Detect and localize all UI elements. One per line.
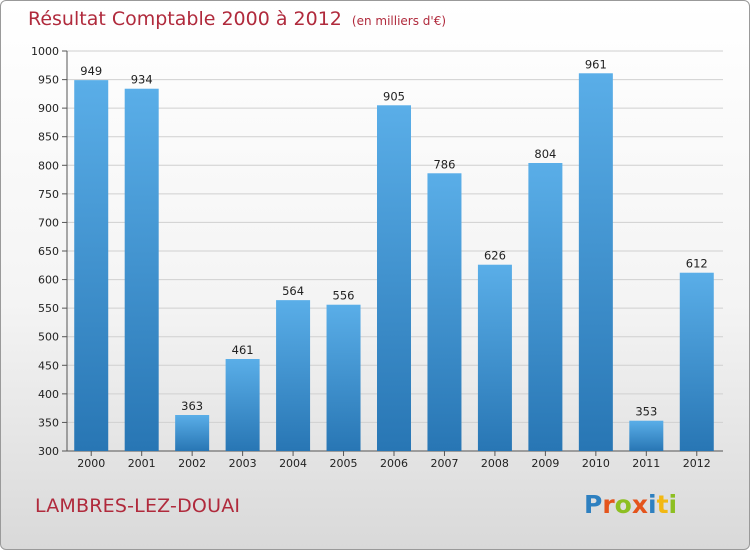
x-tick-label: 2011 xyxy=(632,457,660,470)
y-tick-label: 700 xyxy=(38,216,59,229)
logo-letter: r xyxy=(602,490,615,519)
x-tick-label: 2003 xyxy=(229,457,257,470)
bar-value-label: 461 xyxy=(232,343,254,357)
bar xyxy=(175,415,210,451)
bar-value-label: 786 xyxy=(433,157,455,171)
title-unit: (en milliers d'€) xyxy=(351,14,447,28)
bar xyxy=(578,73,613,452)
bar-value-label: 905 xyxy=(383,89,405,103)
y-tick-label: 650 xyxy=(38,245,59,258)
logo-letter: o xyxy=(614,490,632,519)
x-tick-label: 2004 xyxy=(279,457,307,470)
y-tick-label: 900 xyxy=(38,102,59,115)
city-name: LAMBRES-LEZ-DOUAI xyxy=(35,495,241,517)
bar xyxy=(629,420,664,451)
bar xyxy=(528,163,563,451)
x-tick-label: 2000 xyxy=(77,457,105,470)
title-text: Résultat Comptable 2000 à 2012 xyxy=(28,8,342,30)
y-tick-label: 1000 xyxy=(31,45,59,58)
bar xyxy=(477,264,512,451)
bar xyxy=(427,173,462,452)
logo-letter: P xyxy=(584,490,603,519)
x-tick-label: 2002 xyxy=(178,457,206,470)
x-tick-label: 2001 xyxy=(128,457,156,470)
bar-value-label: 556 xyxy=(333,289,355,303)
x-tick-label: 2012 xyxy=(683,457,711,470)
y-tick-label: 850 xyxy=(38,131,59,144)
y-tick-label: 550 xyxy=(38,302,59,315)
proxiti-logo: Proxiti xyxy=(584,490,677,519)
bar-value-label: 934 xyxy=(131,73,153,87)
bar-value-label: 353 xyxy=(635,405,657,419)
x-tick-label: 2005 xyxy=(330,457,358,470)
bar-value-label: 363 xyxy=(181,399,203,413)
bar-value-label: 564 xyxy=(282,284,304,298)
y-tick-label: 350 xyxy=(38,416,59,429)
x-tick-label: 2009 xyxy=(531,457,559,470)
y-tick-label: 800 xyxy=(38,159,59,172)
bar-value-label: 612 xyxy=(686,257,708,271)
y-tick-label: 400 xyxy=(38,388,59,401)
bar xyxy=(679,272,714,451)
bar-value-label: 949 xyxy=(80,64,102,78)
bar-value-label: 804 xyxy=(534,147,556,161)
y-tick-label: 950 xyxy=(38,74,59,87)
bar xyxy=(225,359,260,451)
y-tick-label: 750 xyxy=(38,188,59,201)
logo-letter: i xyxy=(648,490,657,519)
logo-letter: t xyxy=(656,490,669,519)
bar-value-label: 961 xyxy=(585,57,607,71)
x-tick-label: 2010 xyxy=(582,457,610,470)
bar xyxy=(74,80,109,452)
bar xyxy=(276,300,311,451)
y-tick-label: 600 xyxy=(38,274,59,287)
bar-chart: 300 350 400 450 500 550 600 650 700 750 800 850 900 9… xyxy=(31,45,723,470)
x-tick-label: 2006 xyxy=(380,457,408,470)
logo-letter: i xyxy=(668,490,678,519)
x-tick-label: 2007 xyxy=(430,457,458,470)
x-tick-label: 2008 xyxy=(481,457,509,470)
chart-title: Résultat Comptable 2000 à 2012 (en millie… xyxy=(28,8,446,30)
y-tick-label: 300 xyxy=(38,445,59,458)
y-tick-label: 450 xyxy=(38,359,59,372)
bar xyxy=(326,304,361,451)
bar xyxy=(377,105,411,452)
y-tick-label: 500 xyxy=(38,331,59,344)
logo-letter: x xyxy=(631,490,648,519)
bar-value-label: 626 xyxy=(484,249,506,263)
bar xyxy=(124,88,159,451)
